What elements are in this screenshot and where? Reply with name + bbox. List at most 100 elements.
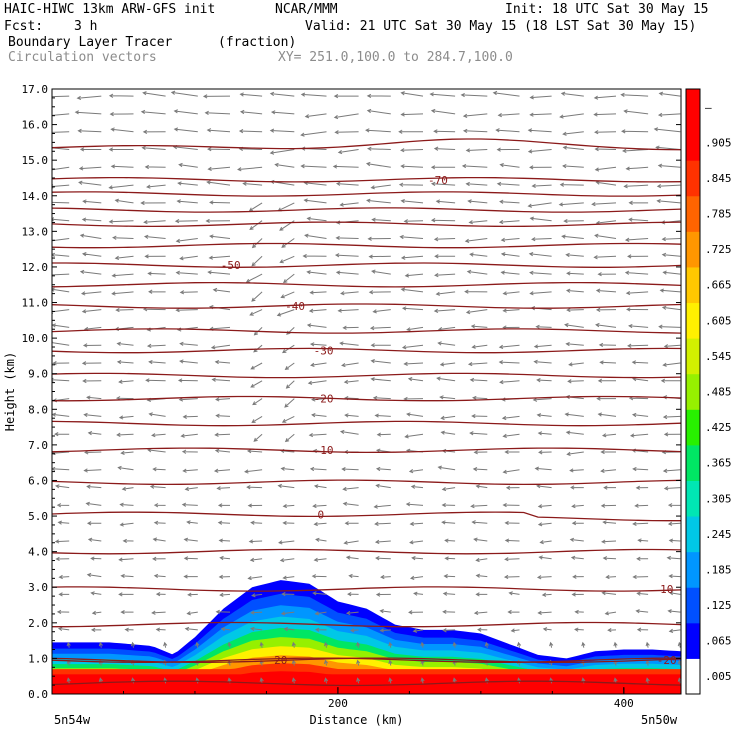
wind-vector <box>502 433 520 438</box>
wind-vector <box>184 626 198 632</box>
wind-vector <box>300 131 327 137</box>
wind-vector <box>237 166 263 172</box>
wind-vector <box>120 573 134 579</box>
wind-vector <box>282 503 295 509</box>
wind-vector <box>370 184 391 190</box>
wind-vector <box>495 128 520 133</box>
wind-vector <box>140 200 166 206</box>
wind-vector <box>412 628 424 633</box>
wind-vector <box>145 378 166 383</box>
wind-vector <box>401 344 424 350</box>
wind-vector <box>508 591 520 596</box>
wind-vector <box>313 521 327 527</box>
wind-vector <box>309 342 327 347</box>
wind-vector <box>433 308 456 314</box>
colorbar-label: .065 <box>705 635 732 648</box>
wind-vector <box>595 307 617 313</box>
wind-vector <box>250 626 263 632</box>
wind-vector <box>492 90 520 97</box>
wind-vector <box>462 128 488 134</box>
wind-vector <box>470 504 488 509</box>
wind-vector <box>531 183 552 189</box>
wind-vector <box>413 591 424 596</box>
wind-vector <box>632 466 649 472</box>
wind-vector <box>471 344 488 349</box>
wind-vector <box>315 537 327 542</box>
wind-vector <box>375 483 391 489</box>
wind-vector <box>182 414 198 419</box>
temperature-contour-line <box>52 586 681 592</box>
wind-vector <box>291 641 296 648</box>
model-title: HAIC-HIWC 13km ARW-GFS init <box>4 2 216 17</box>
wind-vector <box>179 255 198 261</box>
wind-vector <box>213 468 231 473</box>
wind-vector <box>475 573 488 578</box>
wind-vector <box>465 181 488 187</box>
wind-vector <box>142 91 166 97</box>
wind-vector <box>529 216 552 222</box>
wind-vector <box>214 432 231 437</box>
contour-label: -50 <box>221 259 241 272</box>
wind-vector <box>627 254 649 259</box>
wind-vector <box>636 556 649 561</box>
wind-vector <box>186 611 198 616</box>
wind-vector <box>77 128 102 134</box>
wind-vector <box>464 289 488 294</box>
wind-vector <box>400 148 424 153</box>
wind-vector <box>439 362 456 367</box>
wind-vector <box>311 412 327 418</box>
wind-vector <box>311 574 327 579</box>
wind-vector <box>594 130 617 135</box>
wind-vector <box>144 164 166 170</box>
wind-vector <box>116 359 134 365</box>
wind-vector <box>571 504 584 509</box>
wind-vector <box>333 94 359 99</box>
wind-vector <box>374 413 391 418</box>
wind-vector <box>597 378 616 383</box>
wind-vector <box>602 556 617 561</box>
wind-vector <box>52 340 70 346</box>
wind-vector <box>80 291 102 296</box>
y-tick-label: 13.0 <box>22 225 49 238</box>
wind-vector <box>120 610 134 615</box>
wind-vector <box>259 677 264 684</box>
wind-vector <box>83 468 102 473</box>
contour-label: 10 <box>660 583 673 596</box>
colorbar-segment <box>686 160 700 197</box>
wind-vector <box>398 182 424 187</box>
wind-vector <box>247 576 263 581</box>
wind-vector <box>629 433 649 438</box>
wind-vector <box>441 520 456 525</box>
wind-vector <box>152 537 166 542</box>
wind-vector <box>52 361 70 366</box>
wind-vector <box>529 291 552 296</box>
wind-vector <box>501 415 520 421</box>
colorbar-segment <box>686 231 700 268</box>
temperature-contour-line <box>52 372 681 379</box>
wind-vector <box>499 199 520 204</box>
wind-vector <box>76 95 102 101</box>
y-tick-label: 17.0 <box>22 83 49 96</box>
wind-vector <box>437 465 456 471</box>
wind-vector <box>398 129 423 134</box>
wind-vector <box>581 641 586 648</box>
wind-vector <box>342 325 359 330</box>
wind-vector <box>536 484 552 489</box>
wind-vector <box>597 412 617 417</box>
wind-vector <box>178 397 198 402</box>
wind-vector <box>81 252 102 257</box>
wind-vector <box>600 468 617 474</box>
wind-vector <box>607 627 617 633</box>
wind-vector <box>371 217 391 222</box>
wind-vector <box>52 466 70 472</box>
colorbar-label: .665 <box>705 279 732 292</box>
wind-vector <box>252 398 263 406</box>
wind-vector <box>596 396 616 401</box>
wind-vector <box>441 487 456 492</box>
wind-vector <box>251 291 263 302</box>
wind-vector <box>430 108 456 115</box>
wind-vector <box>155 592 166 597</box>
wind-vector <box>496 147 520 152</box>
wind-vector <box>435 199 456 204</box>
wind-vector <box>119 502 134 507</box>
